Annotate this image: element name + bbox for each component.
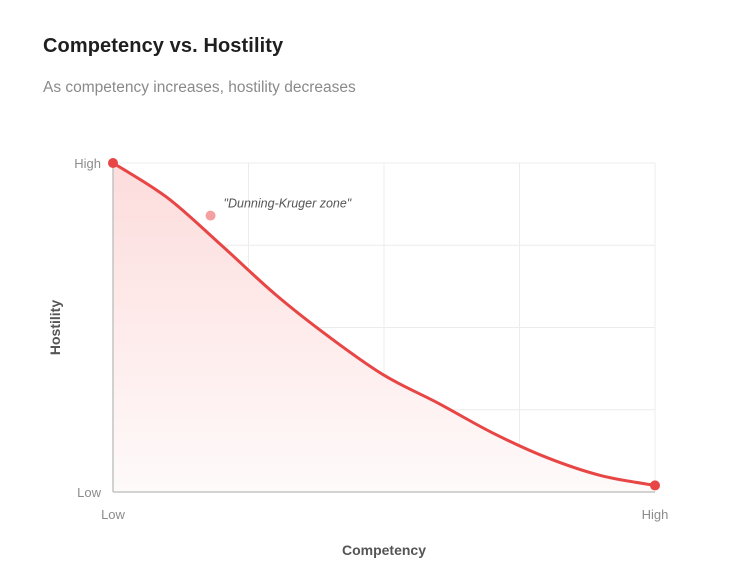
annotation-point	[205, 210, 216, 221]
axes	[112, 163, 655, 493]
y-tick-label: High	[74, 156, 101, 171]
x-axis-title: Competency	[342, 542, 426, 558]
labels: "Dunning-Kruger zone" Low High Low High Compe…	[47, 156, 668, 558]
line-layer	[111, 161, 657, 487]
chart-title: Competency vs. Hostility	[43, 35, 284, 57]
endpoint-end	[650, 480, 660, 491]
annotation-label: "Dunning-Kruger zone"	[224, 197, 352, 211]
area-layer	[113, 163, 655, 492]
x-tick-label: High	[642, 507, 669, 522]
y-tick-label: Low	[77, 485, 101, 500]
x-tick-label: Low	[101, 507, 125, 522]
points	[108, 158, 660, 491]
series-line	[111, 161, 657, 487]
y-axis-title: Hostility	[47, 300, 63, 355]
series-area	[113, 163, 655, 492]
chart-subtitle: As competency increases, hostility decre…	[43, 79, 356, 96]
endpoint-start	[108, 158, 118, 168]
